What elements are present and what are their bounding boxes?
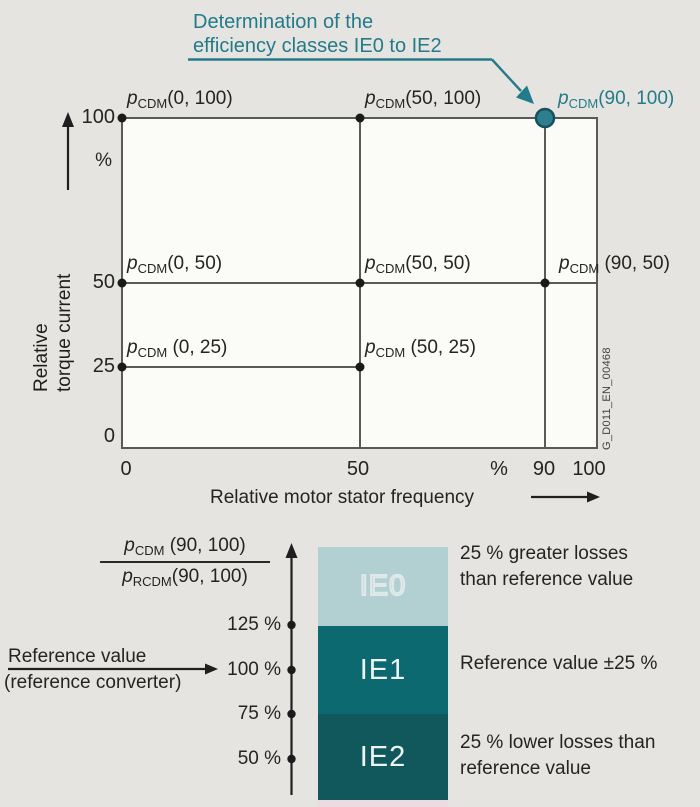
callout-arrow [188,58,534,104]
loss-ratio-fraction: pCDM (90, 100) pRCDM(90, 100) [100,535,270,589]
y-tick-100: 100 [81,106,115,128]
y-axis-arrow [62,112,74,190]
class-block-ie1: IE1 [318,626,448,714]
figure-title-line2: efficiency classes IE0 to IE2 [193,35,442,57]
highlighted-point-90-100 [534,107,556,129]
scale-tick-50: 50 % [237,748,281,769]
point-label-50-50: pCDM(50, 50) [365,253,471,276]
class-block-ie2: IE2 [318,714,448,800]
point-label-50-100: pCDM(50, 100) [365,88,482,111]
y-axis-title: Relative torque current [31,273,75,392]
y-tick-50: 50 [92,271,115,293]
block-bottom-edge-strip [318,800,448,807]
loss-scale-axis [285,543,298,795]
figure-title-line1: Determination of the [193,11,374,33]
fraction-bar [100,561,270,563]
reference-value-label-line1: Reference value [8,646,147,667]
annotation-ie2: 25 % lower losses than reference value [460,732,656,779]
figure-title: Determination of the efficiency classes … [193,10,442,58]
scale-tick-75: 75 % [237,703,281,724]
x-tick-100: 100 [572,458,606,480]
fraction-numerator: pCDM (90, 100) [124,535,246,558]
fraction-denominator: pRCDM(90, 100) [122,566,248,589]
point-label-0-100: pCDM(0, 100) [127,88,233,111]
figure-id-watermark: G_D011_EN_00468 [601,347,613,450]
annotation-ie1: Reference value ±25 % [460,653,658,674]
class-block-ie0: IE0 [318,547,448,626]
point-label-90-50: pCDM (90, 50) [559,253,670,276]
point-label-0-25: pCDM (0, 25) [127,337,228,360]
scale-tick-125: 125 % [227,614,281,635]
x-tick-50: 50 [346,458,370,480]
x-tick-0: 0 [120,458,132,480]
class-label-ie2: IE2 [359,740,407,773]
y-tick-0: 0 [103,425,115,447]
measurement-point-dots [117,113,550,372]
point-label-90-100: pCDM(90, 100) [558,88,675,111]
x-tick-90: 90 [532,458,556,480]
class-label-ie0: IE0 [359,569,407,603]
scale-tick-100: 100 % [227,659,281,680]
x-axis-arrow [531,491,600,503]
y-tick-25: 25 [92,355,115,377]
point-label-50-25: pCDM (50, 25) [365,337,476,360]
class-label-ie1: IE1 [359,653,407,686]
point-label-0-50: pCDM(0, 50) [127,253,223,276]
annotation-ie0: 25 % greater losses than reference value [460,543,634,590]
x-axis-unit: % [490,458,508,480]
reference-value-arrow [8,663,218,675]
y-axis-unit: % [95,150,112,171]
x-axis-title: Relative motor stator frequency [210,487,475,508]
reference-value-label-line2: (reference converter) [4,672,182,693]
